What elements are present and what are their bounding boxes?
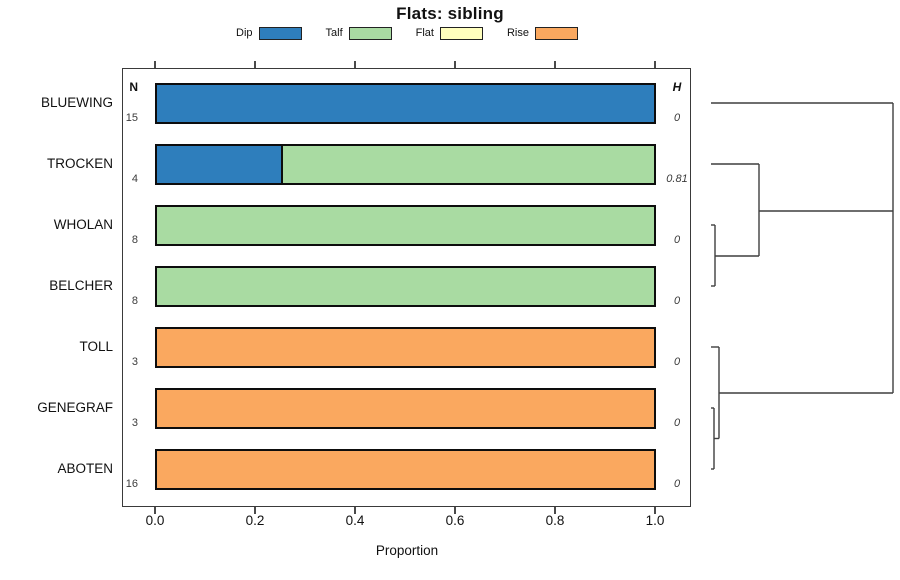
bar-segment-talf [157,206,654,244]
axis-tick-top [554,61,556,68]
h-value: 0 [673,234,681,246]
row-label: GENEGRAF [37,400,113,415]
axis-tick-top [154,61,156,68]
axis-tick-bottom [254,507,256,514]
row-label: TROCKEN [46,156,113,171]
bar [155,82,656,124]
bar [155,204,656,246]
legend-swatch [348,26,392,40]
n-column-header: N [129,80,138,94]
axis-tick-bottom [154,507,156,514]
axis-tick-top [354,61,356,68]
x-axis-title: Proportion [375,543,439,558]
axis-tick-label: 1.0 [645,513,665,528]
bar-segment-talf [281,145,654,183]
legend-label: Flat [415,27,434,39]
plot-area-border [122,68,691,507]
bar [155,326,656,368]
legend-item: Dip [236,26,302,40]
bar-segment-dip [157,84,654,122]
axis-tick-label: 0.8 [545,513,565,528]
bar-segment-rise [157,328,654,366]
row-label: WHOLAN [53,217,113,232]
n-value: 16 [125,478,138,490]
legend-label: Talf [325,27,343,39]
legend: Dip Talf Flat Rise [0,24,814,42]
axis-tick-bottom [654,507,656,514]
axis-tick-label: 0.4 [345,513,365,528]
n-value: 3 [131,417,138,429]
bar-segment-talf [157,267,654,305]
row-label: BLUEWING [40,95,113,110]
axis-tick-top [454,61,456,68]
h-value: 0 [673,112,681,124]
bar [155,143,656,185]
h-value: 0.81 [666,173,688,185]
n-value: 8 [131,295,138,307]
n-value: 4 [131,173,138,185]
legend-swatch [535,26,578,40]
legend-label: Dip [236,27,253,39]
bar-segment-rise [157,450,654,488]
axis-tick-bottom [554,507,556,514]
legend-item: Flat [415,26,483,40]
h-value: 0 [673,478,681,490]
legend-item: Talf [325,26,392,40]
axis-tick-top [254,61,256,68]
bar [155,448,656,490]
axis-tick-bottom [454,507,456,514]
n-value: 8 [131,234,138,246]
h-value: 0 [673,295,681,307]
legend-item: Rise [506,26,578,40]
row-label: BELCHER [49,278,113,293]
axis-tick-top [654,61,656,68]
bar [155,265,656,307]
axis-tick-label: 0.2 [245,513,265,528]
legend-label: Rise [506,27,529,39]
row-label: TOLL [79,339,113,354]
n-value: 3 [131,356,138,368]
axis-tick-label: 0.0 [145,513,165,528]
bar-segment-rise [157,389,654,427]
row-label: ABOTEN [57,461,113,476]
legend-swatch [439,26,483,40]
n-value: 15 [125,112,138,124]
legend-swatch [258,26,302,40]
bar [155,387,656,429]
h-column-header: H [672,80,682,94]
h-value: 0 [673,417,681,429]
axis-tick-label: 0.6 [445,513,465,528]
h-value: 0 [673,356,681,368]
axis-tick-bottom [354,507,356,514]
chart-title: Flats: sibling [396,4,504,23]
bar-segment-dip [157,145,282,183]
